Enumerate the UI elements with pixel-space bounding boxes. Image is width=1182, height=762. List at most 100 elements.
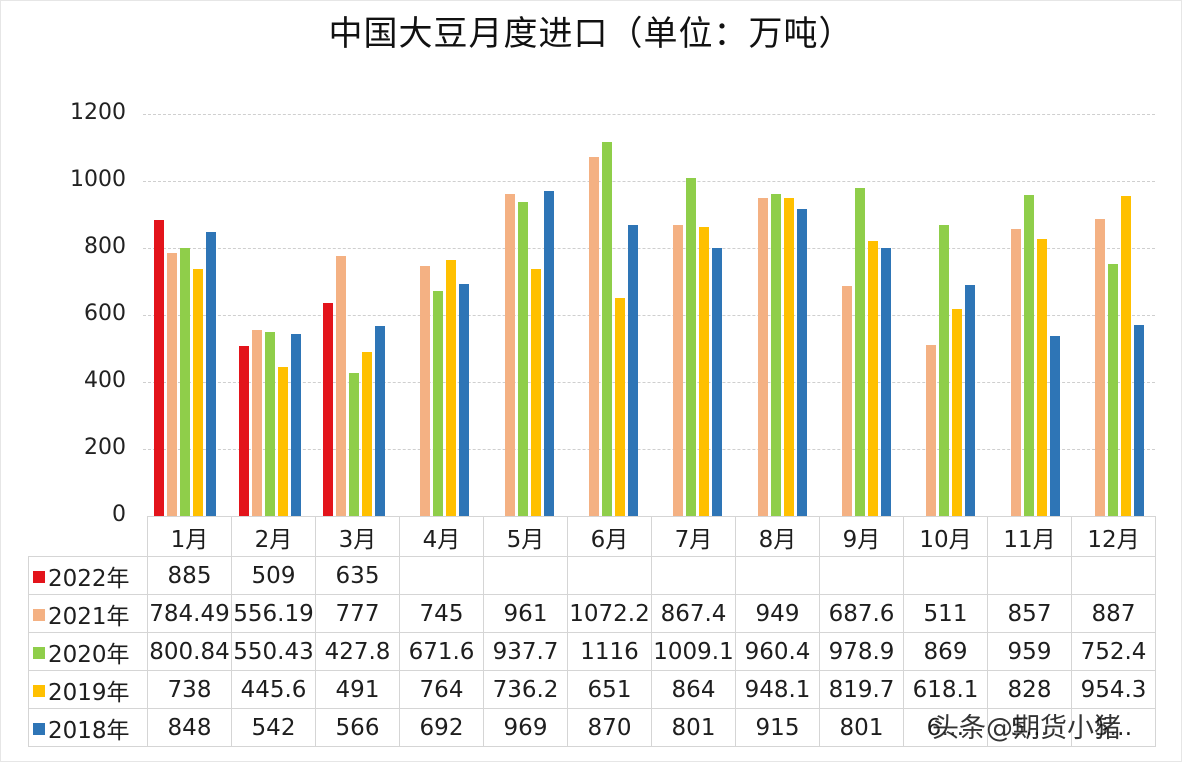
bar-2018年-8月 [796, 209, 807, 516]
month-header: 11月 [987, 516, 1072, 557]
gridline [143, 382, 1155, 383]
table-cell: 949 [735, 594, 820, 633]
table-cell: 445.6 [231, 670, 316, 709]
table-cell [735, 556, 820, 595]
table-cell: 864 [651, 670, 736, 709]
table-cell: 764 [399, 670, 484, 709]
bar-2019年-3月 [361, 351, 372, 516]
table-cell: 6… [903, 708, 988, 747]
table-cell: 961 [483, 594, 568, 633]
chart-title: 中国大豆月度进口（单位：万吨） [328, 14, 854, 54]
bar-2021年-10月 [926, 344, 937, 516]
month-header: 8月 [735, 516, 820, 557]
gridline [143, 114, 1155, 115]
legend-swatch-icon [33, 647, 45, 659]
table-cell: 738 [147, 670, 232, 709]
table-cell: 801 [651, 708, 736, 747]
table-cell: 867.4 [651, 594, 736, 633]
gridline [143, 248, 1155, 249]
legend-entry: 2022年 [28, 556, 148, 595]
table-cell: 635 [315, 556, 400, 595]
bar-2018年-11月 [1049, 335, 1060, 516]
bar-2018年-7月 [712, 247, 723, 516]
bar-group-6 [576, 114, 638, 516]
table-cell: 915 [735, 708, 820, 747]
bar-2019年-2月 [277, 366, 288, 516]
table-row: 2020年 800.84 550.43 427.8 671.6 937.7 1116 1009… [28, 632, 1156, 671]
table-cell: 800.84 [147, 632, 232, 671]
data-table: 1月 2月 3月 4月 5月 6月 7月 8月 9月 10月 11月 12月 2022年 885 509 63… [28, 516, 1156, 747]
bar-2020年-5月 [517, 201, 528, 516]
bar-group-3 [322, 114, 385, 516]
bar-2021年-7月 [673, 225, 684, 516]
table-cell [483, 556, 568, 595]
table-cell: 870 [567, 708, 652, 747]
month-header: 7月 [651, 516, 736, 557]
bar-2018年-3月 [374, 326, 385, 516]
bar-2021年-2月 [251, 329, 262, 516]
bar-2018年-2月 [290, 334, 301, 516]
table-cell: 556.19 [231, 594, 316, 633]
legend-swatch-icon [33, 571, 45, 583]
bar-group-9 [829, 114, 891, 516]
legend-entry: 2020年 [28, 632, 148, 671]
bar-2021年-3月 [335, 255, 346, 516]
table-cell: 828 [987, 670, 1072, 709]
month-header: 4月 [399, 516, 484, 557]
table-cell: 959 [987, 632, 1072, 671]
table-cell [1071, 556, 1156, 595]
table-cell: 509 [231, 556, 316, 595]
y-tick-label: 1200 [70, 100, 126, 125]
table-cell: 692 [399, 708, 484, 747]
table-row: 2021年 784.49 556.19 777 745 961 1072.2 867.4 949… [28, 594, 1156, 633]
bar-2018年-4月 [459, 284, 470, 516]
table-cell: 618.1 [903, 670, 988, 709]
bar-2018年-12月 [1133, 325, 1144, 516]
table-cell: 542 [231, 708, 316, 747]
table-cell: 801 [819, 708, 904, 747]
table-cell: 566 [315, 708, 400, 747]
bar-group-7 [660, 114, 723, 516]
table-row: 2018年 848 542 566 692 969 870 801 915 801 6… 5… 5… [28, 708, 1156, 747]
bar-2021年-12月 [1094, 218, 1105, 516]
table-cell [903, 556, 988, 595]
bar-group-5 [492, 114, 554, 516]
table-cell: 848 [147, 708, 232, 747]
month-header: 1月 [147, 516, 232, 557]
gridline [143, 449, 1155, 450]
table-cell [399, 556, 484, 595]
table-header-row: 1月 2月 3月 4月 5月 6月 7月 8月 9月 10月 11月 12月 [28, 516, 1156, 557]
table-cell: 1009.1 [651, 632, 736, 671]
bar-group-10 [913, 114, 976, 516]
bar-2018年-1月 [206, 231, 217, 516]
table-cell: 671.6 [399, 632, 484, 671]
bar-group-4 [407, 114, 470, 516]
table-cell: 745 [399, 594, 484, 633]
bar-2021年-4月 [420, 266, 431, 516]
month-header: 10月 [903, 516, 988, 557]
bar-2019年-4月 [446, 260, 457, 516]
watermark: 头条@期货小猪 [932, 713, 1121, 744]
bar-2021年-5月 [504, 194, 515, 516]
table-cell: 687.6 [819, 594, 904, 633]
legend-label: 2021年 [48, 603, 130, 630]
bar-2018年-10月 [965, 284, 976, 516]
table-cell: 954.3 [1071, 670, 1156, 709]
plot-area [143, 114, 1155, 516]
y-tick-label: 200 [84, 435, 126, 460]
bar-2018年-9月 [880, 247, 891, 516]
table-cell: 752.4 [1071, 632, 1156, 671]
table-row: 2019年 738 445.6 491 764 736.2 651 864 948.1 819.7… [28, 670, 1156, 709]
bar-2019年-1月 [193, 268, 204, 516]
legend-swatch-icon [33, 685, 45, 697]
bar-2020年-9月 [854, 188, 865, 516]
bar-2021年-11月 [1010, 228, 1021, 516]
bar-2020年-12月 [1107, 263, 1118, 516]
bar-2019年-5月 [530, 269, 541, 516]
bar-2020年-3月 [348, 372, 359, 516]
legend-label: 2022年 [48, 565, 130, 592]
table-cell: 948.1 [735, 670, 820, 709]
table-cell: 885 [147, 556, 232, 595]
month-header: 2月 [231, 516, 316, 557]
y-tick-label: 800 [84, 234, 126, 259]
